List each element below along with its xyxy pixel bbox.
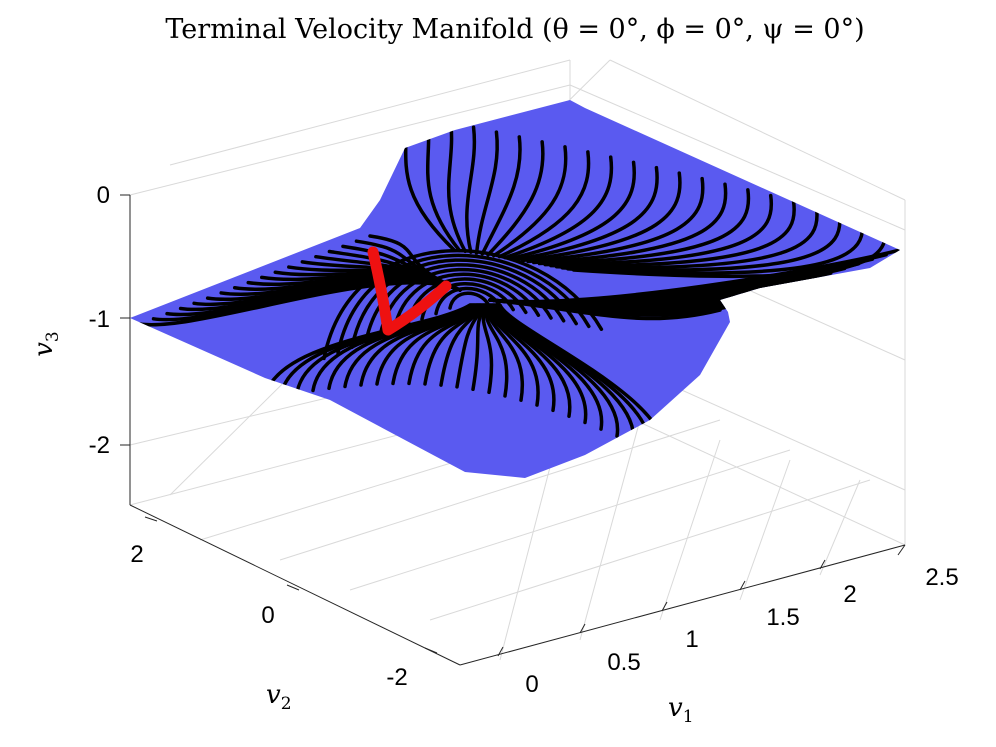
z-tick-labels: 0 -1 -2 bbox=[89, 182, 110, 459]
chart-title: Terminal Velocity Manifold (θ = 0°, ϕ = … bbox=[165, 14, 864, 45]
x-tick-label: 1.5 bbox=[766, 604, 799, 631]
streamline bbox=[465, 125, 477, 254]
streamline bbox=[549, 199, 796, 268]
streamline bbox=[543, 193, 774, 267]
streamline bbox=[484, 303, 509, 398]
streamline bbox=[554, 205, 819, 270]
x-tick-label: 2 bbox=[843, 581, 856, 608]
streamline bbox=[378, 267, 553, 338]
z-tick-label: -2 bbox=[89, 432, 110, 459]
streamlines bbox=[138, 111, 900, 460]
x-tick-label: 0 bbox=[525, 671, 538, 698]
x-tick-label: 0.5 bbox=[607, 649, 640, 676]
streamline bbox=[532, 182, 728, 265]
streamline bbox=[486, 303, 525, 402]
streamline bbox=[486, 140, 545, 257]
x-tick-label: 2.5 bbox=[925, 564, 958, 591]
z-tick-label: 0 bbox=[97, 182, 110, 209]
streamline bbox=[514, 165, 659, 262]
streamline bbox=[537, 188, 751, 266]
streamline bbox=[439, 303, 485, 387]
y-tick-label: 2 bbox=[130, 541, 143, 568]
y-tick-label: -2 bbox=[386, 664, 407, 691]
streamline bbox=[446, 120, 467, 254]
streamline bbox=[392, 272, 541, 333]
x-tick-label: 1 bbox=[685, 626, 698, 653]
y-axis-label: v2 bbox=[266, 680, 292, 714]
streamline bbox=[488, 303, 540, 407]
streamline bbox=[509, 160, 636, 261]
streamline bbox=[503, 155, 614, 260]
streamline bbox=[520, 171, 682, 263]
streamline bbox=[497, 150, 591, 259]
x-axis-label: v1 bbox=[668, 693, 694, 727]
y-tick-label: 0 bbox=[261, 602, 274, 629]
z-tick-label: -1 bbox=[89, 306, 110, 333]
tick-marks bbox=[120, 194, 906, 657]
streamline bbox=[474, 130, 499, 255]
streamline bbox=[488, 298, 722, 321]
streamline bbox=[368, 234, 462, 292]
z-axis-label: v3 bbox=[29, 331, 63, 357]
streamline bbox=[448, 291, 490, 310]
streamline bbox=[492, 145, 568, 258]
streamline bbox=[526, 176, 705, 264]
streamline bbox=[481, 303, 494, 395]
axes bbox=[129, 195, 906, 666]
y-tick-labels: 2 0 -2 bbox=[130, 541, 407, 691]
streamline bbox=[350, 258, 578, 349]
streamline bbox=[434, 286, 503, 316]
streamline bbox=[480, 135, 522, 256]
manifold-surface bbox=[130, 100, 900, 478]
x-tick-labels: 0 0.5 1 1.5 2 2.5 bbox=[525, 564, 958, 698]
streamline bbox=[322, 248, 604, 361]
streamline bbox=[560, 211, 842, 272]
streamline bbox=[336, 253, 591, 355]
highlight-trajectory bbox=[367, 246, 452, 336]
streamline bbox=[455, 303, 487, 389]
streamline bbox=[471, 303, 488, 392]
